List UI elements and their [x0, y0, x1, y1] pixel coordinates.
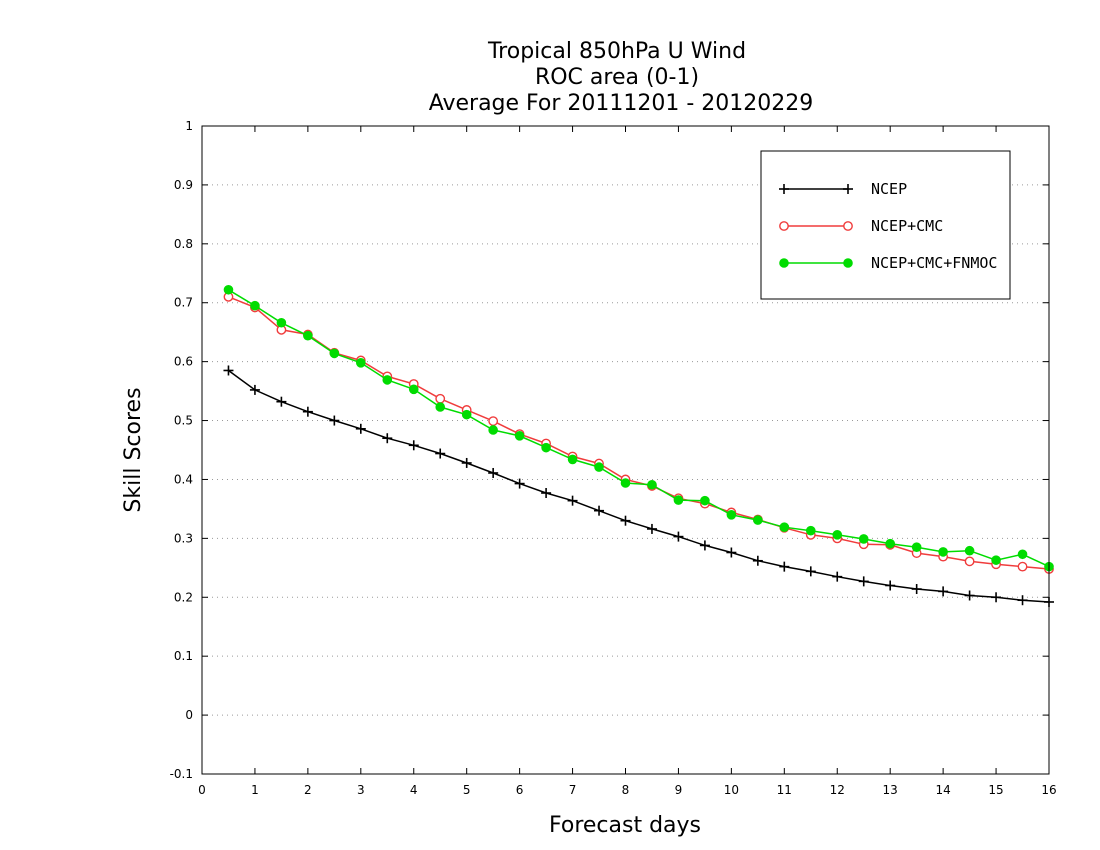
series-ncep-cmc — [223, 291, 1054, 574]
data-point — [832, 530, 843, 540]
x-tick-label: 7 — [569, 783, 577, 797]
y-tick-label: 0.6 — [174, 355, 193, 369]
data-point — [858, 534, 869, 544]
data-point — [488, 425, 498, 435]
y-tick-label: 0.1 — [174, 649, 193, 663]
y-tick-label: 0.8 — [174, 237, 193, 251]
data-point — [726, 510, 737, 520]
legend-label: NCEP+CMC — [871, 217, 943, 235]
x-tick-label: 1 — [251, 783, 259, 797]
chart-period: Average For 20111201 - 20120229 — [429, 91, 814, 116]
data-point — [911, 542, 922, 553]
chart-titles: Tropical 850hPa U Wind ROC area (0-1) Av… — [429, 39, 814, 116]
data-point — [408, 384, 419, 395]
data-point — [382, 375, 393, 385]
y-tick-label: 0.5 — [174, 414, 193, 428]
legend-item: NCEP — [779, 180, 907, 198]
series-ncep-cmc-fnmoc — [223, 284, 1054, 572]
x-tick-label: 0 — [198, 783, 206, 797]
data-point — [435, 393, 446, 404]
data-point — [356, 358, 366, 368]
data-point — [303, 330, 313, 341]
data-point — [700, 495, 710, 506]
data-point — [541, 442, 551, 453]
data-point — [435, 402, 446, 412]
data-point — [250, 300, 260, 311]
x-tick-label: 4 — [410, 783, 418, 797]
x-tick-label: 11 — [777, 783, 792, 797]
legend-box — [760, 150, 1011, 300]
legend-item: NCEP+CMC — [779, 217, 943, 235]
data-point — [779, 221, 789, 231]
y-tick-label: 1 — [185, 119, 193, 133]
data-point — [276, 317, 287, 328]
data-point — [779, 258, 789, 268]
data-point — [805, 525, 816, 536]
x-tick-label: 5 — [463, 783, 471, 797]
x-tick-label: 13 — [883, 783, 898, 797]
x-axis: 0 1 2 3 4 5 6 7 8 9 10 11 12 13 14 15 16 — [198, 126, 1057, 797]
series-ncep — [223, 365, 1054, 607]
data-point — [514, 431, 525, 441]
x-tick-label: 12 — [830, 783, 845, 797]
legend-label: NCEP — [871, 180, 907, 198]
data-point — [673, 495, 684, 505]
y-tick-label: 0.3 — [174, 531, 193, 545]
data-point — [620, 478, 631, 488]
data-point — [843, 258, 853, 268]
legend-label: NCEP+CMC+FNMOC — [871, 254, 997, 272]
x-tick-label: 16 — [1041, 783, 1056, 797]
x-tick-label: 3 — [357, 783, 365, 797]
data-point — [223, 284, 234, 295]
data-point — [1017, 561, 1028, 572]
chart-subtitle: ROC area (0-1) — [535, 65, 699, 90]
data-point — [753, 515, 763, 525]
x-tick-label: 15 — [988, 783, 1003, 797]
y-tick-label: 0.4 — [174, 472, 193, 486]
data-point — [964, 556, 975, 567]
data-point — [964, 545, 975, 556]
y-tick-label: 0.7 — [174, 296, 193, 310]
data-point — [1017, 549, 1028, 560]
data-point — [329, 348, 340, 359]
x-tick-label: 8 — [622, 783, 630, 797]
series-line — [228, 296, 1050, 570]
data-point — [488, 416, 499, 427]
legend: NCEP NCEP+CMC NCEP+CMC+FNMOC — [760, 150, 1011, 300]
legend-item: NCEP+CMC+FNMOC — [779, 254, 997, 272]
data-point — [885, 538, 895, 549]
chart-title: Tropical 850hPa U Wind — [487, 39, 746, 64]
y-tick-label: 0 — [185, 708, 193, 722]
x-tick-label: 6 — [516, 783, 524, 797]
series-line — [228, 369, 1050, 603]
y-tick-label: -0.1 — [170, 767, 193, 781]
series-layer — [223, 284, 1054, 607]
data-point — [843, 221, 853, 231]
x-axis-label: Forecast days — [549, 813, 701, 838]
x-tick-label: 2 — [304, 783, 312, 797]
data-point — [567, 454, 578, 465]
y-tick-label: 0.9 — [174, 178, 193, 192]
x-tick-label: 10 — [724, 783, 739, 797]
y-axis-label: Skill Scores — [121, 387, 146, 512]
x-tick-label: 14 — [935, 783, 950, 797]
data-point — [461, 409, 472, 420]
data-point — [779, 522, 790, 532]
y-tick-label: 0.2 — [174, 590, 193, 604]
x-tick-label: 9 — [675, 783, 683, 797]
data-point — [938, 547, 948, 557]
data-point — [647, 479, 657, 490]
data-point — [594, 462, 604, 472]
data-point — [991, 555, 1001, 565]
y-axis: -0.1 0 0.1 0.2 0.3 0.4 0.5 0.6 0.7 0.8 0.9 1 — [170, 119, 1049, 781]
